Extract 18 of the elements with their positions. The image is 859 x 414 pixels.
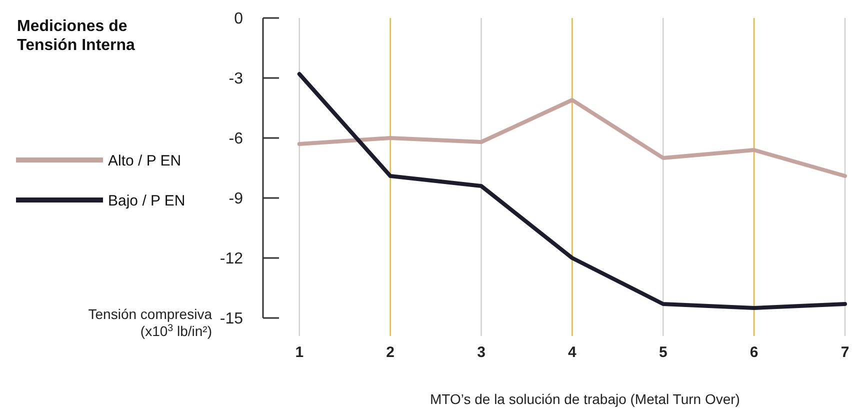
y-tick-label: -12 xyxy=(220,250,244,268)
legend-label: Bajo / P EN xyxy=(108,192,186,210)
x-tick-label: 2 xyxy=(386,344,394,361)
x-tick-label: 1 xyxy=(295,344,304,361)
x-tick-label: 7 xyxy=(840,344,850,361)
y-tick-label: -15 xyxy=(220,310,244,328)
y-axis-title: Tensión compresiva (x10$^{3}$ lb/in²) xyxy=(88,306,212,339)
x-tick-label: 3 xyxy=(477,344,486,361)
y-tick-label: 0 xyxy=(234,10,244,28)
x-tick-label: 6 xyxy=(750,344,758,361)
x-tick-label: 5 xyxy=(658,344,668,361)
x-tick-label: 4 xyxy=(568,344,578,361)
legend-label: Alto / P EN xyxy=(108,152,182,170)
y-tick-label: -3 xyxy=(228,70,244,88)
y-tick-label: -6 xyxy=(228,130,244,148)
text: Mediciones de Tensión Interna xyxy=(17,18,136,54)
y-tick-label: -9 xyxy=(228,190,244,208)
x-axis-title: MTO’s de la solución de trabajo (Metal Turn Over) xyxy=(430,391,740,407)
